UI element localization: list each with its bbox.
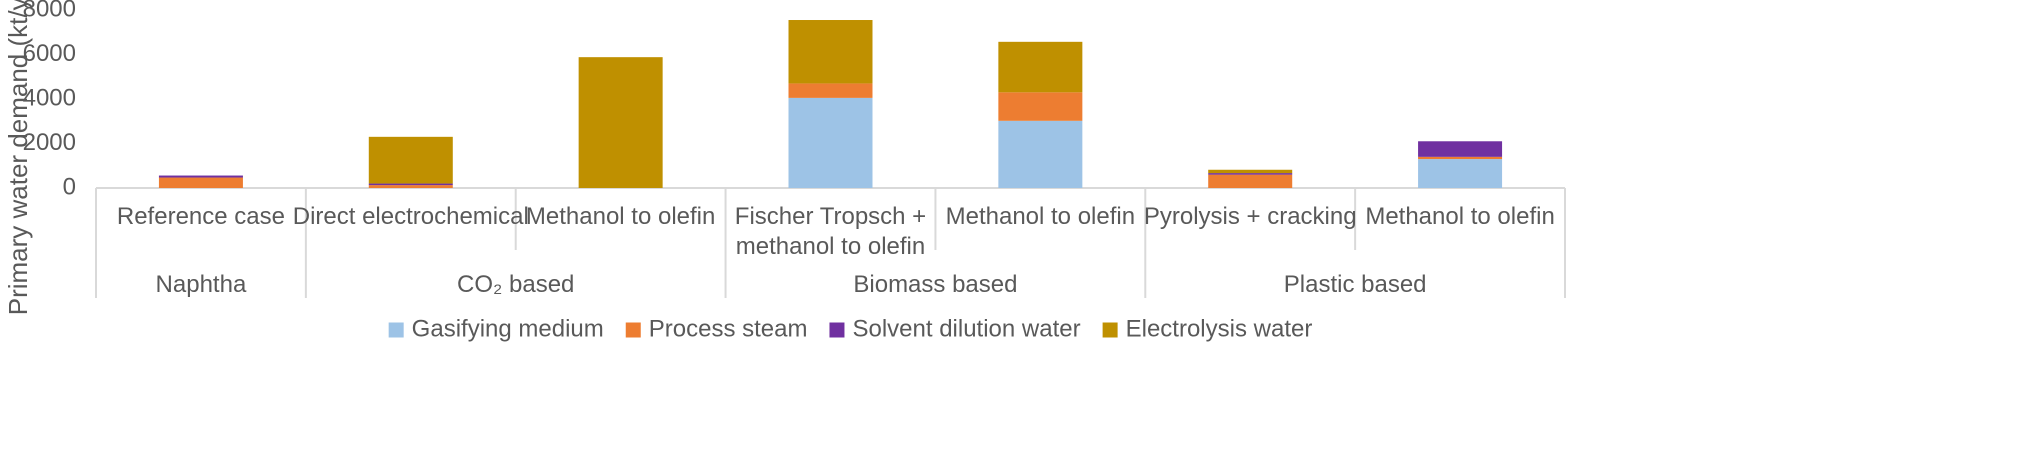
legend-swatch (388, 322, 404, 338)
bar-segment (368, 136, 453, 184)
bar-segment (1208, 174, 1293, 188)
bar-segment (788, 97, 873, 188)
bar-segment (998, 92, 1083, 121)
bar-segment (368, 183, 453, 186)
legend-label: Electrolysis water (1126, 315, 1313, 342)
y-tick-label: 6000 (23, 40, 76, 67)
y-tick-labels: 0 2000 4000 6000 8000 (23, 0, 76, 200)
bar-segment (158, 177, 243, 188)
y-tick-label: 2000 (23, 129, 76, 156)
category-label: Direct electrochemical (293, 203, 529, 230)
category-label: Methanol to olefin (1365, 203, 1554, 230)
legend-swatch (1102, 322, 1118, 338)
bars (158, 20, 1503, 188)
bar-segment (1208, 173, 1293, 175)
y-tick-label: 0 (63, 173, 76, 200)
category-label: Methanol to olefin (946, 203, 1135, 230)
category-labels: Reference case Direct electrochemicalMeth… (117, 203, 1555, 260)
legend-label: Solvent dilution water (852, 315, 1080, 342)
category-label: Methanol to olefin (526, 203, 715, 230)
group-labels: Naphtha CO₂ based Biomass based Plastic bas… (156, 271, 1427, 298)
category-label: Pyrolysis + cracking (1144, 203, 1357, 230)
bar-segment (1208, 169, 1293, 174)
category-label: Fischer Tropsch + methanol to olefin (735, 203, 926, 260)
y-axis-title-group: Primary water demand (kt/y) (3, 0, 33, 315)
bar-segment (788, 83, 873, 98)
bar-segment (368, 185, 453, 188)
legend-swatch (625, 322, 641, 338)
y-tick-label: 8000 (23, 0, 76, 22)
legend-label: Gasifying medium (412, 315, 604, 342)
bar-segment (1418, 156, 1503, 160)
bar-segment (1418, 141, 1503, 157)
legend: Gasifying medium Process steam Solvent dil… (388, 315, 1313, 342)
y-axis-title: Primary water demand (kt/y) (3, 0, 33, 315)
group-label: Biomass based (853, 271, 1017, 298)
legend-label: Process steam (649, 315, 808, 342)
group-label: Plastic based (1284, 271, 1427, 298)
bar-segment (788, 20, 873, 84)
legend-swatch (829, 322, 845, 338)
bar-segment (1418, 159, 1503, 188)
bar-segment (578, 57, 663, 188)
group-label: CO₂ based (457, 271, 574, 298)
bar-segment (158, 175, 243, 178)
bar-segment (998, 120, 1083, 188)
category-label: Reference case (117, 203, 285, 230)
bar-segment (998, 41, 1083, 93)
y-tick-label: 4000 (23, 84, 76, 111)
group-label: Naphtha (156, 271, 247, 298)
